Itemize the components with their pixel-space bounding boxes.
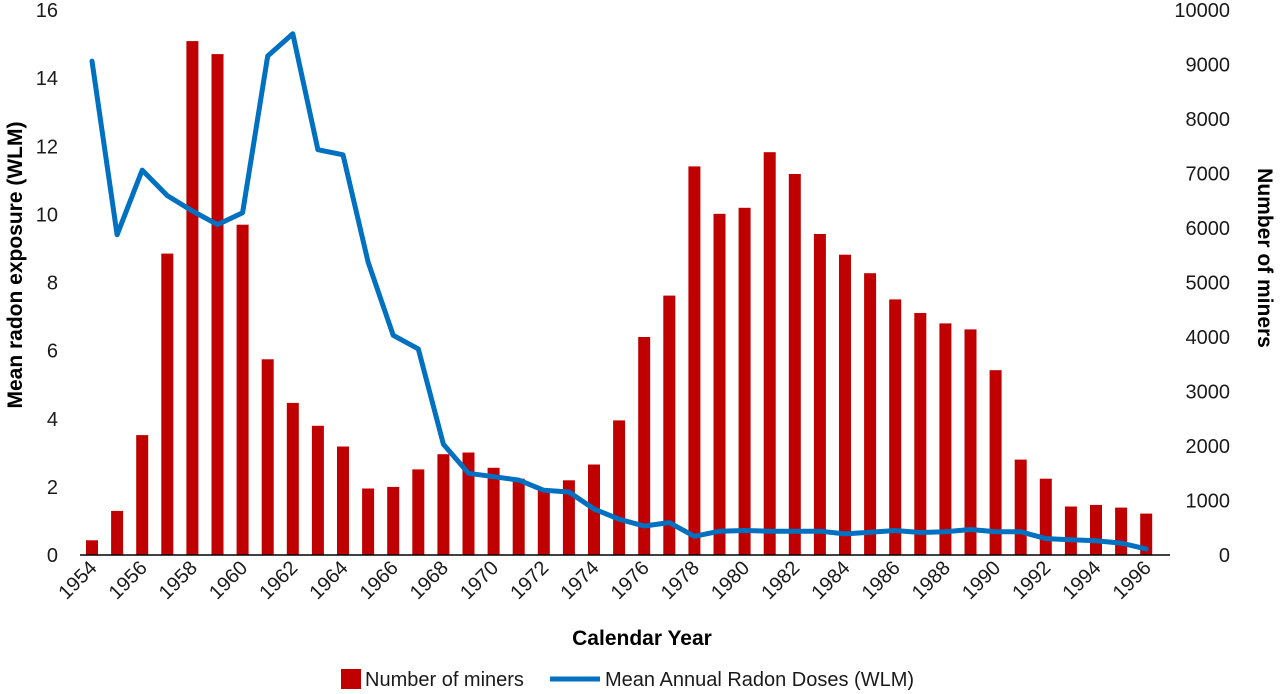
bar-1995	[1115, 507, 1128, 555]
bar-1966	[387, 486, 400, 555]
bar-1994	[1090, 504, 1102, 555]
x-tick-label: 1972	[506, 557, 553, 604]
x-tick-label: 1980	[707, 557, 754, 604]
bar-1985	[864, 273, 877, 555]
right-axis-title: Number of miners	[1253, 168, 1276, 348]
legend: Number of miners Mean Annual Radon Doses…	[341, 669, 914, 691]
right-tick-label: 0	[1219, 545, 1230, 567]
x-tick-label: 1956	[105, 557, 152, 604]
x-tick-label: 1990	[958, 557, 1005, 604]
x-tick-label: 1992	[1008, 557, 1055, 604]
x-tick-label: 1958	[155, 557, 202, 604]
left-tick-label: 8	[47, 273, 58, 295]
bar-1972	[537, 488, 550, 555]
x-tick-label: 1970	[456, 557, 503, 604]
bars-layer	[86, 41, 1153, 556]
x-tick-label: 1984	[808, 557, 855, 604]
right-tick-label: 6000	[1186, 218, 1231, 240]
x-tick-label: 1960	[205, 557, 252, 604]
left-axis-ticks: 0 2 4 6 8 10 12 14 16	[36, 0, 58, 567]
bar-1989	[964, 329, 977, 555]
right-tick-label: 10000	[1174, 0, 1230, 22]
bar-1980	[738, 207, 751, 556]
right-tick-label: 4000	[1186, 327, 1231, 349]
bar-1993	[1064, 506, 1077, 555]
right-tick-label: 1000	[1186, 491, 1231, 513]
bar-1960	[236, 224, 249, 555]
bar-1954	[86, 540, 98, 555]
bar-1978	[688, 166, 701, 555]
x-tick-label: 1976	[607, 557, 654, 604]
bar-1973	[562, 480, 575, 555]
bar-1970	[487, 467, 500, 555]
bar-1991	[1014, 459, 1027, 555]
right-tick-label: 8000	[1186, 109, 1231, 131]
left-tick-label: 16	[36, 0, 58, 22]
bar-1957	[161, 253, 174, 555]
x-tick-label: 1962	[255, 557, 302, 604]
left-tick-label: 14	[36, 68, 58, 90]
right-tick-label: 7000	[1186, 164, 1231, 186]
right-tick-label: 9000	[1186, 55, 1231, 77]
x-tick-label: 1974	[557, 557, 604, 604]
left-tick-label: 10	[36, 204, 58, 226]
bar-1968	[437, 454, 450, 555]
x-tick-label: 1986	[858, 557, 905, 604]
bar-1976	[638, 337, 651, 555]
bar-1983	[813, 234, 826, 555]
left-tick-label: 2	[47, 477, 58, 499]
right-tick-label: 3000	[1186, 382, 1231, 404]
bar-1990	[989, 370, 1002, 555]
left-tick-label: 6	[47, 341, 58, 363]
bar-1987	[914, 313, 927, 555]
left-tick-label: 4	[47, 409, 58, 431]
bar-1955	[111, 510, 124, 555]
left-axis-title: Mean radon exposure (WLM)	[4, 121, 27, 408]
bar-1963	[311, 425, 324, 555]
x-tick-label: 1994	[1059, 557, 1106, 604]
bar-1962	[286, 402, 299, 555]
left-tick-label: 0	[47, 545, 58, 567]
bar-1965	[362, 488, 375, 555]
x-tick-label: 1966	[356, 557, 403, 604]
x-tick-label: 1954	[55, 557, 102, 604]
bar-1967	[412, 469, 425, 555]
bar-1996	[1140, 513, 1153, 555]
right-tick-label: 2000	[1186, 436, 1231, 458]
bar-1959	[211, 54, 224, 555]
x-axis-ticks: 1954 1956 1958 1960 1962 1964 1966 1968 1970 1972…	[55, 557, 1156, 604]
bar-1975	[613, 420, 626, 555]
bar-1988	[939, 323, 952, 555]
bar-1992	[1039, 478, 1052, 555]
bar-1956	[136, 435, 149, 555]
x-tick-label: 1982	[757, 557, 804, 604]
legend-line-label: Mean Annual Radon Doses (WLM)	[605, 669, 914, 691]
bar-1981	[763, 152, 776, 555]
bar-1979	[713, 213, 726, 556]
x-tick-label: 1978	[657, 557, 704, 604]
legend-bar-label: Number of miners	[365, 669, 524, 691]
x-tick-label: 1964	[306, 557, 353, 604]
x-tick-label: 1988	[908, 557, 955, 604]
bar-1977	[663, 295, 676, 555]
bar-1982	[788, 174, 801, 555]
x-axis-title: Calendar Year	[572, 627, 712, 650]
bar-1986	[889, 299, 902, 555]
bar-1984	[839, 254, 851, 555]
bar-1958	[186, 41, 199, 556]
right-axis-ticks: 0 1000 2000 3000 4000 5000 6000 7000 8000 9000 100…	[1174, 0, 1230, 567]
left-tick-label: 12	[36, 136, 58, 158]
x-tick-label: 1996	[1109, 557, 1156, 604]
right-tick-label: 5000	[1186, 273, 1231, 295]
line-layer	[89, 31, 1149, 552]
legend-bar-swatch	[341, 669, 361, 689]
bar-1964	[337, 446, 349, 555]
bar-1969	[462, 452, 475, 555]
radon-dose-line	[89, 31, 1149, 552]
bar-1971	[512, 478, 525, 555]
bar-1961	[261, 359, 274, 555]
x-tick-label: 1968	[406, 557, 453, 604]
